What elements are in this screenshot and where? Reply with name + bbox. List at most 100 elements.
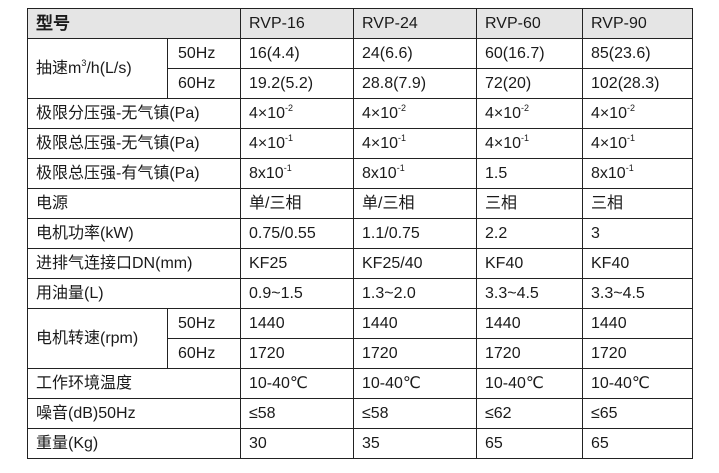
model-name: RVP-60 [476,8,583,39]
table-cell: 60(16.7) [476,38,583,69]
value-base: 4×10 [485,135,522,152]
table-row: 重量(Kg) 30 35 65 65 [27,428,693,459]
table-cell: 0.9~1.5 [240,278,354,309]
table-cell: 65 [582,428,693,459]
model-name: RVP-90 [582,8,693,39]
table-cell: 三相 [476,188,583,219]
table-cell: 3.3~4.5 [476,278,583,309]
value-base: 4×10 [591,135,628,152]
table-cell: ≤62 [476,398,583,429]
table-cell: 1720 [353,338,477,369]
table-cell: 16(4.4) [240,38,354,69]
table-cell: ≤58 [353,398,477,429]
table-cell: 85(23.6) [582,38,693,69]
table-cell: KF40 [582,248,693,279]
pumping-speed-label-text: 抽速m [36,60,82,77]
value-exponent: -1 [521,132,530,143]
table-row: 噪音(dB)50Hz ≤58 ≤58 ≤62 ≤65 [27,398,693,429]
model-name: RVP-16 [240,8,354,39]
table-cell: 1440 [476,308,583,339]
table-cell: ≤65 [582,398,693,429]
table-cell: KF25/40 [353,248,477,279]
table-cell: 单/三相 [240,188,354,219]
value-base: 4×10 [249,105,286,122]
table-row: 工作环境温度 10-40℃ 10-40℃ 10-40℃ 10-40℃ [27,368,693,399]
table-row: 60Hz 19.2(5.2) 28.8(7.9) 72(20) 102(28.3… [28,68,693,99]
table-row: 60Hz 1720 1720 1720 1720 [28,338,693,369]
value-base: 8x10 [249,165,284,182]
row-label: 进排气连接口DN(mm) [27,248,241,279]
table-cell: 10-40℃ [582,368,693,399]
value-exponent: -2 [285,102,294,113]
table-cell: 4×10-2 [582,98,693,129]
frequency-label: 50Hz [167,38,241,69]
value-exponent: -1 [396,162,405,173]
row-label: 极限总压强-无气镇(Pa) [27,128,241,159]
table-cell: 8x10-1 [353,158,477,189]
table-cell: 1440 [582,308,693,339]
row-label: 电源 [27,188,241,219]
table-row: 极限总压强-无气镇(Pa) 4×10-1 4×10-1 4×10-1 4×10-… [27,128,693,159]
table-cell: 10-40℃ [240,368,354,399]
motor-speed-label: 电机转速(rpm) [27,308,168,369]
table-cell: 1.3~2.0 [353,278,477,309]
table-row: 电源 单/三相 单/三相 三相 三相 [27,188,693,219]
table-cell: 4×10-2 [353,98,477,129]
table-cell: 102(28.3) [582,68,693,99]
value-exponent: -1 [283,162,292,173]
frequency-label: 60Hz [167,68,241,99]
table-cell: 4×10-1 [476,128,583,159]
value-base: 8x10 [362,165,397,182]
table-cell: 1.5 [476,158,583,189]
table-cell: 4×10-2 [476,98,583,129]
model-header-label: 型号 [27,8,241,39]
value-exponent: -2 [521,102,530,113]
table-row: 极限分压强-无气镇(Pa) 4×10-2 4×10-2 4×10-2 4×10-… [27,98,693,129]
table-cell: 8x10-1 [582,158,693,189]
table-cell: 1440 [240,308,354,339]
row-label: 电机功率(kW) [27,218,241,249]
value-base: 4×10 [362,135,399,152]
table-cell: 8x10-1 [240,158,354,189]
row-label: 工作环境温度 [27,368,241,399]
table-cell: 2.2 [476,218,583,249]
value-base: 1.5 [485,165,508,182]
table-cell: 3.3~4.5 [582,278,693,309]
spec-table: 型号 RVP-16 RVP-24 RVP-60 RVP-90 抽速m3/h(L/… [27,8,693,459]
value-base: 4×10 [249,135,286,152]
value-exponent: -1 [627,132,636,143]
table-cell: 4×10-1 [353,128,477,159]
table-cell: 10-40℃ [476,368,583,399]
unit-superscript: 3 [81,57,87,68]
table-cell: 10-40℃ [353,368,477,399]
row-label: 重量(Kg) [27,428,241,459]
table-row: 电机转速(rpm) 50Hz 1440 1440 1440 1440 [27,308,693,369]
table-cell: 0.75/0.55 [240,218,354,249]
table-cell: 24(6.6) [353,38,477,69]
table-row: 抽速m3/h(L/s) 50Hz 16(4.4) 24(6.6) 60(16.7… [27,38,693,99]
table-cell: 4×10-2 [240,98,354,129]
table-cell: 3 [582,218,693,249]
table-cell: 1.1/0.75 [353,218,477,249]
row-label: 用油量(L) [27,278,241,309]
table-cell: 1720 [240,338,354,369]
table-cell: 三相 [582,188,693,219]
value-base: 8x10 [591,165,626,182]
pumping-speed-label-unit: /h(L/s) [86,60,132,77]
table-cell: ≤58 [240,398,354,429]
table-row: 进排气连接口DN(mm) KF25 KF25/40 KF40 KF40 [27,248,693,279]
model-name: RVP-24 [353,8,477,39]
table-row: 极限总压强-有气镇(Pa) 8x10-1 8x10-1 1.5 8x10-1 [27,158,693,189]
value-exponent: -1 [398,132,407,143]
table-cell: 30 [240,428,354,459]
table-cell: 72(20) [476,68,583,99]
table-row: 用油量(L) 0.9~1.5 1.3~2.0 3.3~4.5 3.3~4.5 [27,278,693,309]
table-cell: KF40 [476,248,583,279]
table-cell: 4×10-1 [582,128,693,159]
value-exponent: -1 [625,162,634,173]
value-exponent: -2 [627,102,636,113]
row-label: 极限分压强-无气镇(Pa) [27,98,241,129]
value-base: 4×10 [485,105,522,122]
header-row: 型号 RVP-16 RVP-24 RVP-60 RVP-90 [27,8,693,39]
table-cell: KF25 [240,248,354,279]
